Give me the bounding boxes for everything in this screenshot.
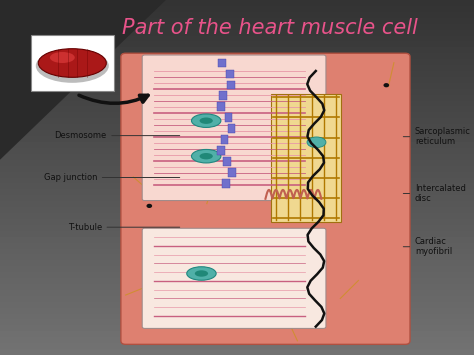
Bar xyxy=(0,100,474,106)
Ellipse shape xyxy=(50,52,75,63)
Bar xyxy=(0,95,474,100)
Bar xyxy=(0,136,474,142)
Bar xyxy=(0,106,474,113)
Polygon shape xyxy=(0,0,166,160)
Bar xyxy=(225,114,232,122)
Text: Part of the heart muscle cell: Part of the heart muscle cell xyxy=(122,18,418,38)
Bar xyxy=(0,272,474,278)
Bar xyxy=(0,201,474,207)
Bar xyxy=(0,178,474,184)
Bar xyxy=(0,130,474,136)
Ellipse shape xyxy=(200,153,213,159)
Bar xyxy=(0,248,474,255)
Bar xyxy=(0,260,474,266)
Bar xyxy=(0,160,474,166)
FancyBboxPatch shape xyxy=(121,53,410,344)
Ellipse shape xyxy=(191,149,221,163)
Bar xyxy=(219,59,226,67)
Text: Desmosome: Desmosome xyxy=(55,131,107,140)
Bar xyxy=(0,184,474,189)
Bar xyxy=(226,70,234,78)
Bar xyxy=(0,89,474,95)
Bar xyxy=(0,124,474,130)
Bar xyxy=(0,337,474,343)
Bar xyxy=(0,77,474,83)
Bar xyxy=(0,24,474,29)
Bar xyxy=(0,302,474,308)
Bar xyxy=(0,237,474,242)
Bar xyxy=(0,326,474,331)
Ellipse shape xyxy=(151,275,157,279)
Bar xyxy=(0,12,474,18)
Bar xyxy=(223,157,231,166)
Bar xyxy=(0,290,474,296)
Bar xyxy=(221,135,228,144)
Bar xyxy=(0,0,474,6)
Bar xyxy=(0,29,474,36)
Bar xyxy=(0,113,474,118)
Bar xyxy=(0,207,474,213)
Bar xyxy=(219,92,227,100)
Bar xyxy=(0,166,474,171)
Bar xyxy=(0,255,474,260)
Bar xyxy=(0,71,474,77)
Bar xyxy=(0,59,474,65)
Bar xyxy=(0,320,474,326)
Bar xyxy=(0,154,474,160)
Bar xyxy=(126,57,405,341)
Bar xyxy=(0,189,474,195)
Ellipse shape xyxy=(38,49,106,77)
Bar xyxy=(0,231,474,237)
Bar xyxy=(227,81,235,89)
Ellipse shape xyxy=(191,114,221,127)
Bar xyxy=(0,284,474,290)
Text: T-tubule: T-tubule xyxy=(68,223,102,232)
Bar xyxy=(217,146,225,155)
Text: Gap junction: Gap junction xyxy=(44,173,97,182)
Bar xyxy=(218,103,225,111)
Bar xyxy=(0,219,474,225)
Bar xyxy=(31,36,114,91)
Bar xyxy=(0,343,474,349)
Bar xyxy=(0,331,474,337)
Ellipse shape xyxy=(200,118,213,124)
Bar xyxy=(0,148,474,154)
Ellipse shape xyxy=(146,204,152,208)
Ellipse shape xyxy=(195,270,208,277)
Bar xyxy=(222,179,230,188)
Bar xyxy=(0,266,474,272)
Bar xyxy=(0,308,474,313)
Bar xyxy=(228,124,236,133)
Bar xyxy=(0,47,474,53)
Bar xyxy=(0,195,474,201)
Bar xyxy=(0,278,474,284)
Bar xyxy=(0,313,474,320)
FancyBboxPatch shape xyxy=(142,55,326,201)
Ellipse shape xyxy=(307,137,326,148)
Text: Cardiac
myofibril: Cardiac myofibril xyxy=(415,237,452,256)
Ellipse shape xyxy=(36,49,109,83)
Bar xyxy=(271,94,341,222)
Bar xyxy=(0,142,474,148)
Bar xyxy=(0,53,474,59)
Bar xyxy=(0,118,474,124)
Bar xyxy=(0,349,474,355)
Bar xyxy=(0,42,474,47)
Bar xyxy=(0,36,474,42)
Ellipse shape xyxy=(383,83,389,87)
Bar xyxy=(0,6,474,12)
Bar xyxy=(0,18,474,24)
Bar xyxy=(228,168,236,177)
Text: Intercalated
disc: Intercalated disc xyxy=(415,184,465,203)
Bar xyxy=(0,242,474,248)
Ellipse shape xyxy=(187,267,216,280)
Bar xyxy=(0,83,474,89)
Text: Sarcoplasmic
reticulum: Sarcoplasmic reticulum xyxy=(415,127,471,146)
FancyBboxPatch shape xyxy=(142,228,326,328)
Bar xyxy=(0,65,474,71)
Bar xyxy=(0,225,474,231)
Bar xyxy=(0,171,474,178)
Bar xyxy=(0,213,474,219)
Bar xyxy=(0,296,474,302)
